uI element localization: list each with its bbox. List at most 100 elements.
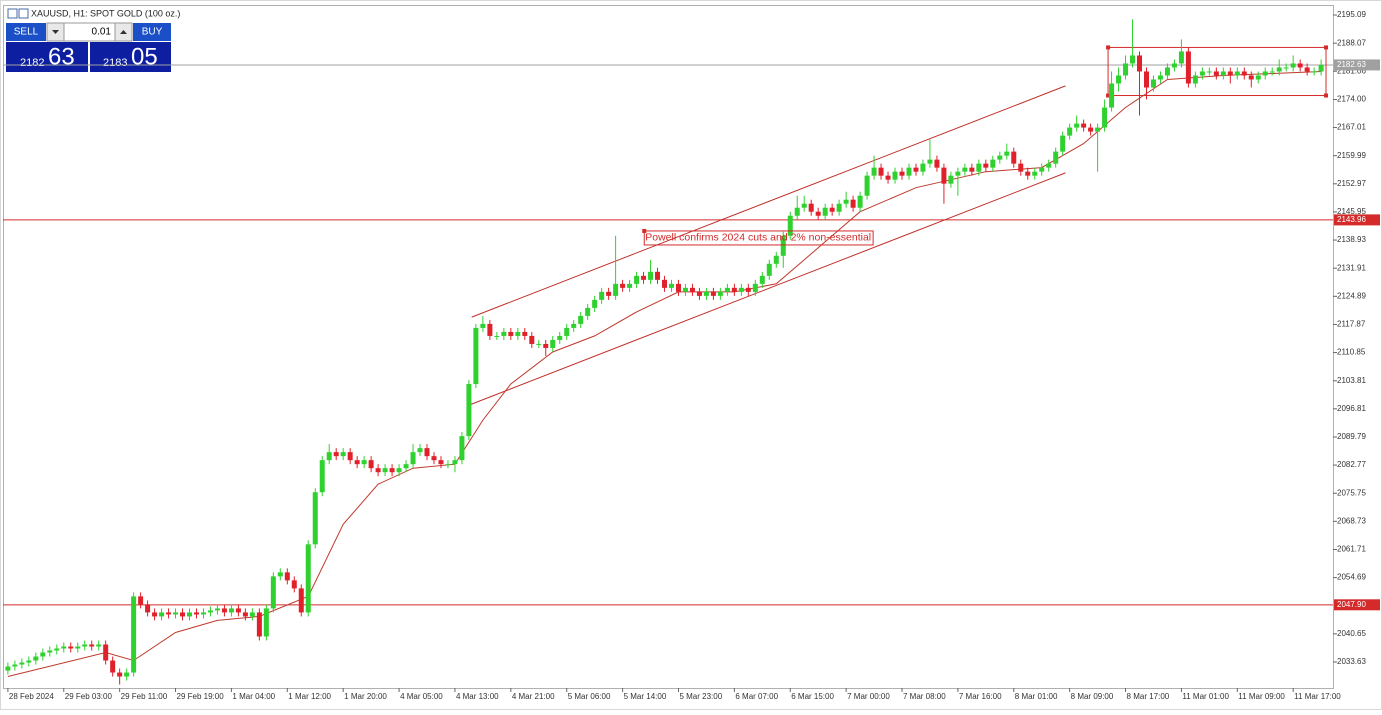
candle-body xyxy=(459,436,465,461)
candle-body xyxy=(689,287,695,292)
candle-body xyxy=(1088,127,1094,132)
candle-body xyxy=(326,452,332,461)
candle-body xyxy=(1178,51,1184,64)
candle-body xyxy=(1297,63,1303,68)
candle-body xyxy=(1192,75,1198,84)
arrow-up xyxy=(120,30,127,34)
price-label: 2143.96 xyxy=(1337,215,1366,224)
candle-body xyxy=(962,167,968,172)
candle-body xyxy=(375,468,381,473)
candle-body xyxy=(403,464,409,469)
candle-body xyxy=(571,323,577,328)
candle-body xyxy=(990,159,996,168)
candle-body xyxy=(431,456,437,461)
candle-body xyxy=(494,335,500,337)
candle-body xyxy=(620,283,626,288)
candle-body xyxy=(920,163,926,172)
x-tick-label: 28 Feb 2024 xyxy=(9,692,54,701)
trendline xyxy=(469,172,1066,406)
buy-price-box[interactable] xyxy=(90,42,171,72)
chart-title: XAUUSD, H1: SPOT GOLD (100 oz.) xyxy=(31,8,180,18)
candle-body xyxy=(1234,71,1240,76)
sell-price-box[interactable] xyxy=(6,42,88,72)
y-tick-label: 2159.99 xyxy=(1337,151,1366,160)
candle-body xyxy=(305,544,311,613)
price-label-box xyxy=(1334,599,1380,611)
candle-body xyxy=(1053,151,1059,164)
x-tick-label: 4 Mar 13:00 xyxy=(456,692,499,701)
candle-body xyxy=(724,287,730,292)
y-tick-label: 2195.09 xyxy=(1337,10,1366,19)
candle-body xyxy=(857,195,863,208)
candle-body xyxy=(228,608,234,613)
candle-body xyxy=(193,612,199,615)
y-tick-label: 2181.06 xyxy=(1337,66,1366,75)
price-label-box xyxy=(1334,59,1380,71)
candle-body xyxy=(1143,71,1149,88)
candle-body xyxy=(738,287,744,292)
candle-body xyxy=(82,644,88,647)
candle-body xyxy=(906,167,912,176)
candle-body xyxy=(1227,71,1233,76)
candle-body xyxy=(948,175,954,184)
y-tick-label: 2075.75 xyxy=(1337,488,1366,497)
y-tick-label: 2110.85 xyxy=(1337,348,1366,357)
candle-body xyxy=(12,664,18,667)
candle-body xyxy=(787,215,793,236)
candle-body xyxy=(1269,71,1275,73)
candle-body xyxy=(1102,107,1108,128)
y-tick-label: 2188.07 xyxy=(1337,38,1366,47)
candle-body xyxy=(396,468,402,473)
candle-body xyxy=(703,291,709,296)
y-tick-label: 2131.91 xyxy=(1337,263,1366,272)
candle-body xyxy=(899,171,905,176)
x-tick-label: 5 Mar 23:00 xyxy=(679,692,722,701)
candle-body xyxy=(515,331,521,336)
candle-body xyxy=(214,608,220,611)
candle-body xyxy=(249,612,255,617)
candle-body xyxy=(550,339,556,348)
sell-button[interactable] xyxy=(6,23,46,41)
candle-body xyxy=(417,448,423,453)
candle-body xyxy=(138,596,144,605)
y-tick-label: 2124.89 xyxy=(1337,291,1366,300)
candle-body xyxy=(913,167,919,172)
y-tick-label: 2145.95 xyxy=(1337,207,1366,216)
candle-body xyxy=(187,612,193,617)
price-label-box xyxy=(1334,214,1380,226)
candle-body xyxy=(1032,171,1038,176)
candle-body xyxy=(54,648,60,651)
candle-body xyxy=(445,464,451,466)
x-tick-label: 4 Mar 05:00 xyxy=(400,692,443,701)
candle-body xyxy=(159,612,165,617)
candle-body xyxy=(382,468,388,473)
handle xyxy=(1324,45,1329,50)
candle-body xyxy=(1081,123,1087,128)
candle-body xyxy=(606,291,612,296)
y-tick-label: 2089.79 xyxy=(1337,432,1366,441)
candle-body xyxy=(892,171,898,180)
candle-body xyxy=(1283,67,1289,69)
y-tick-label: 2033.63 xyxy=(1337,657,1366,666)
candle-body xyxy=(801,203,807,208)
candle-body xyxy=(794,207,800,216)
candle-body xyxy=(557,335,563,340)
candle-body xyxy=(1060,135,1066,152)
candle-body xyxy=(501,331,507,336)
candle-body xyxy=(627,283,633,288)
x-tick-label: 6 Mar 15:00 xyxy=(791,692,834,701)
candle-body xyxy=(1150,79,1156,88)
candle-body xyxy=(536,343,542,345)
candle-body xyxy=(1123,63,1129,76)
candle-body xyxy=(221,608,227,613)
candle-body xyxy=(1248,75,1254,80)
icon xyxy=(7,8,18,19)
candle-body xyxy=(829,207,835,212)
candle-body xyxy=(1018,163,1024,172)
candle-body xyxy=(61,646,67,649)
candle-body xyxy=(885,175,891,180)
x-tick-label: 6 Mar 07:00 xyxy=(735,692,778,701)
candle-body xyxy=(871,167,877,176)
buy-button[interactable] xyxy=(133,23,171,41)
